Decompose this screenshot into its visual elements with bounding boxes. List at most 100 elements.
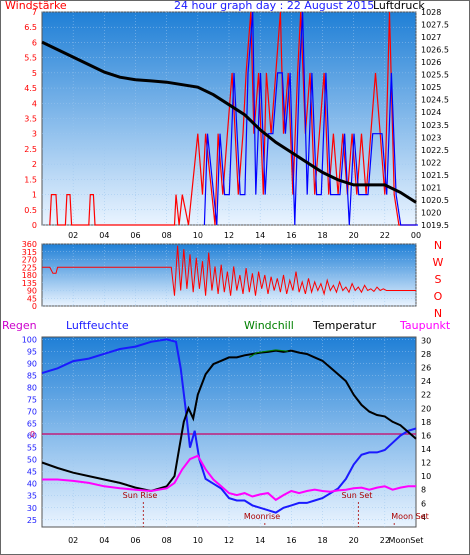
annotation-label: Sun Rise bbox=[123, 491, 158, 500]
temperature-axis-ticks: 4 6 8 10 12 14 16 18 20 22 24 26 28 30 bbox=[421, 336, 431, 521]
direction-tick-label: 225 bbox=[22, 263, 37, 272]
annotation-label: Sun Set bbox=[342, 491, 373, 500]
temp-humidity-series bbox=[41, 338, 417, 514]
pressure-tick-label: 1022 bbox=[421, 158, 441, 167]
humidity-tick-label: 55 bbox=[27, 444, 37, 453]
pressure-tick-label: 1021.5 bbox=[421, 171, 449, 180]
luftdruck-header: Luftdruck bbox=[373, 0, 425, 12]
bottom-time-tick-label: 12 bbox=[224, 536, 234, 545]
direction-tick-label: 270 bbox=[22, 256, 37, 265]
temperature-tick-label: 14 bbox=[421, 445, 431, 454]
pressure-tick-label: 1021 bbox=[421, 183, 441, 192]
wind-tick-label: 5 bbox=[32, 69, 37, 78]
humidity-tick-label: 50 bbox=[27, 456, 37, 465]
humidity-tick-label: 70 bbox=[27, 408, 37, 417]
luftdruck-series-line bbox=[41, 40, 417, 204]
taupunkt-label: Taupunkt bbox=[399, 319, 451, 332]
wind-tick-label: 1 bbox=[32, 191, 37, 200]
bottom-time-tick-label: 14 bbox=[255, 536, 265, 545]
wind-tick-label: 1.5 bbox=[24, 175, 37, 184]
direction-tick-label: 180 bbox=[22, 271, 37, 280]
windchill-series-line bbox=[249, 349, 289, 358]
humidity-tick-label: 90 bbox=[27, 359, 37, 368]
temperature-tick-label: 4 bbox=[421, 513, 426, 522]
pressure-axis-ticks: 1019.5 1020 1020.5 1021 1021.5 1022 1022.5 1023… bbox=[421, 8, 449, 230]
temperature-tick-label: 20 bbox=[421, 404, 431, 413]
wind-tick-label: 2.5 bbox=[24, 145, 37, 154]
wind-tick-label: 6 bbox=[32, 38, 37, 47]
temperature-tick-label: 10 bbox=[421, 472, 431, 481]
humidity-tick-label: 85 bbox=[27, 371, 37, 380]
pressure-tick-label: 1026.5 bbox=[421, 46, 449, 55]
bottom-time-tick-label: 06 bbox=[130, 536, 140, 545]
wind-tick-label: 4 bbox=[32, 99, 37, 108]
direction-tick-label: 0 bbox=[32, 302, 37, 311]
wind-tick-label: 0.5 bbox=[24, 206, 37, 215]
time-tick-label: 14 bbox=[255, 231, 265, 240]
time-tick-label: 08 bbox=[162, 231, 172, 240]
humidity-tick-label: 35 bbox=[27, 492, 37, 501]
pressure-tick-label: 1024.5 bbox=[421, 96, 449, 105]
windrichtung-series-line bbox=[42, 245, 416, 296]
temp-humidity-grid bbox=[42, 337, 416, 527]
bottom-time-tick-label: 18 bbox=[317, 536, 327, 545]
direction-tick-label: 360 bbox=[22, 240, 37, 249]
direction-tick-label: 45 bbox=[27, 294, 37, 303]
pressure-tick-label: 1026 bbox=[421, 58, 441, 67]
humidity-axis-ticks: 25 30 35 40 45 50 55 60 65 70 75 80 85 90 95 100 bbox=[22, 335, 37, 524]
time-tick-label: 00 bbox=[411, 231, 421, 240]
temperature-tick-label: 30 bbox=[421, 336, 431, 345]
temperature-tick-label: 28 bbox=[421, 350, 431, 359]
temp-humidity-panel bbox=[41, 336, 417, 528]
temperature-tick-label: 26 bbox=[421, 364, 431, 373]
wind-tick-label: 0 bbox=[32, 221, 37, 230]
direction-tick-label: 315 bbox=[22, 248, 37, 257]
pressure-tick-label: 1020.5 bbox=[421, 196, 449, 205]
bottom-time-tick-label: 08 bbox=[162, 536, 172, 545]
temperatur-label: Temperatur bbox=[312, 319, 377, 332]
compass-label: S bbox=[435, 273, 442, 286]
wind-tick-label: 5.5 bbox=[24, 54, 37, 63]
annotation-label: Moon Set bbox=[391, 512, 428, 521]
bottom-time-tick-label: 20 bbox=[349, 536, 359, 545]
wind-gust-series-line bbox=[203, 11, 418, 226]
wind-tick-label: 3 bbox=[32, 130, 37, 139]
annotation-label: Moonrise bbox=[244, 512, 280, 521]
temperature-tick-label: 12 bbox=[421, 459, 431, 468]
regen-label: Regen bbox=[2, 319, 37, 332]
humidity-tick-label: 80 bbox=[27, 384, 37, 393]
humidity-tick-label: 100 bbox=[22, 335, 37, 344]
direction-tick-label: 90 bbox=[27, 287, 37, 296]
luftfeuchte-series-line bbox=[41, 338, 417, 514]
wind-tick-label: 4.5 bbox=[24, 84, 37, 93]
bottom-time-tick-label: 10 bbox=[193, 536, 203, 545]
compass-label: W bbox=[433, 256, 444, 269]
humidity-tick-label: 60 bbox=[27, 432, 37, 441]
wind-axis-ticks: 0 0.5 1 1.5 2 2.5 3 3.5 4 4.5 5 5.5 6 6.5 7 bbox=[24, 8, 37, 230]
pressure-tick-label: 1022.5 bbox=[421, 146, 449, 155]
time-tick-label: 10 bbox=[193, 231, 203, 240]
windchill-label: Windchill bbox=[244, 319, 294, 332]
time-tick-label: 18 bbox=[317, 231, 327, 240]
temperature-tick-label: 18 bbox=[421, 418, 431, 427]
temperature-tick-label: 24 bbox=[421, 377, 431, 386]
pressure-tick-label: 1025.5 bbox=[421, 71, 449, 80]
humidity-tick-label: 25 bbox=[27, 516, 37, 525]
pressure-tick-label: 1028 bbox=[421, 8, 441, 17]
compass-label: N bbox=[434, 239, 442, 252]
graph-title: 24 hour graph day : 22 August 2015 bbox=[174, 0, 374, 12]
pressure-tick-label: 1027 bbox=[421, 33, 441, 42]
wind-tick-label: 3.5 bbox=[24, 115, 37, 124]
temperature-tick-label: 6 bbox=[421, 499, 426, 508]
temperature-tick-label: 8 bbox=[421, 486, 426, 495]
time-tick-label: 06 bbox=[130, 231, 140, 240]
wind-tick-label: 7 bbox=[32, 8, 37, 17]
humidity-tick-label: 30 bbox=[27, 504, 37, 513]
time-tick-label: 12 bbox=[224, 231, 234, 240]
direction-tick-label: 135 bbox=[22, 279, 37, 288]
windstaerke-header: Windstärke bbox=[5, 0, 67, 12]
